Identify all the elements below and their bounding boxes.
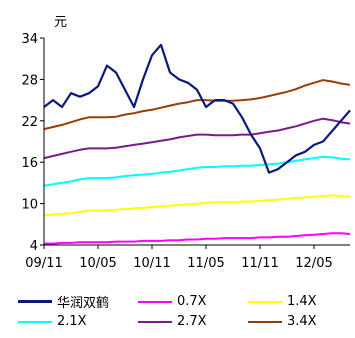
legend-label: 华润双鹤 xyxy=(57,296,110,311)
x-tick-label: 09/11 xyxy=(25,256,62,271)
legend-swatch xyxy=(18,320,52,323)
legend-swatch xyxy=(18,300,52,303)
legend-item: 2.1X xyxy=(18,313,138,330)
series-line-pe-band xyxy=(43,155,351,187)
legend-swatch xyxy=(248,320,282,323)
y-axis-unit-label: 元 xyxy=(54,15,67,30)
y-tick-label: 4 xyxy=(30,239,38,254)
series-line-pe-band xyxy=(43,117,351,160)
legend-label: 0.7X xyxy=(177,294,207,309)
legend-label: 2.1X xyxy=(57,314,87,329)
y-axis-ticks: 4 10 16 22 28 34 xyxy=(21,32,44,254)
series-line-pe-band xyxy=(43,194,351,217)
legend-swatch xyxy=(138,320,172,323)
legend-item: 0.7X xyxy=(138,293,248,310)
x-tick-label: 10/11 xyxy=(133,256,170,271)
series-layer xyxy=(43,43,351,245)
series-line-pe-band xyxy=(43,79,351,131)
legend-label: 1.4X xyxy=(287,294,317,309)
legend-label: 2.7X xyxy=(177,314,207,329)
y-tick-label: 34 xyxy=(21,32,38,47)
y-tick-label: 22 xyxy=(21,115,38,130)
chart-legend: 华润双鹤 0.7X 1.4X 2.1X 2.7X 3.4X xyxy=(18,293,355,330)
y-tick-label: 28 xyxy=(21,73,38,88)
legend-item: 3.4X xyxy=(248,313,355,330)
x-tick-label: 11/05 xyxy=(187,256,224,271)
legend-swatch xyxy=(248,300,282,303)
legend-swatch xyxy=(138,300,172,303)
y-tick-label: 16 xyxy=(21,156,38,171)
legend-item: 华润双鹤 xyxy=(18,293,138,311)
y-tick-label: 10 xyxy=(21,198,38,213)
x-tick-label: 10/05 xyxy=(79,256,116,271)
x-axis-ticks: 09/11 10/05 10/11 11/05 11/11 12/05 xyxy=(25,245,333,271)
series-line-stock-price xyxy=(43,43,351,174)
legend-label: 3.4X xyxy=(287,314,317,329)
x-tick-label: 11/11 xyxy=(241,256,278,271)
series-line-pe-band xyxy=(44,232,351,245)
legend-item: 1.4X xyxy=(248,293,355,310)
x-tick-label: 12/05 xyxy=(295,256,332,271)
legend-item: 2.7X xyxy=(138,313,248,330)
